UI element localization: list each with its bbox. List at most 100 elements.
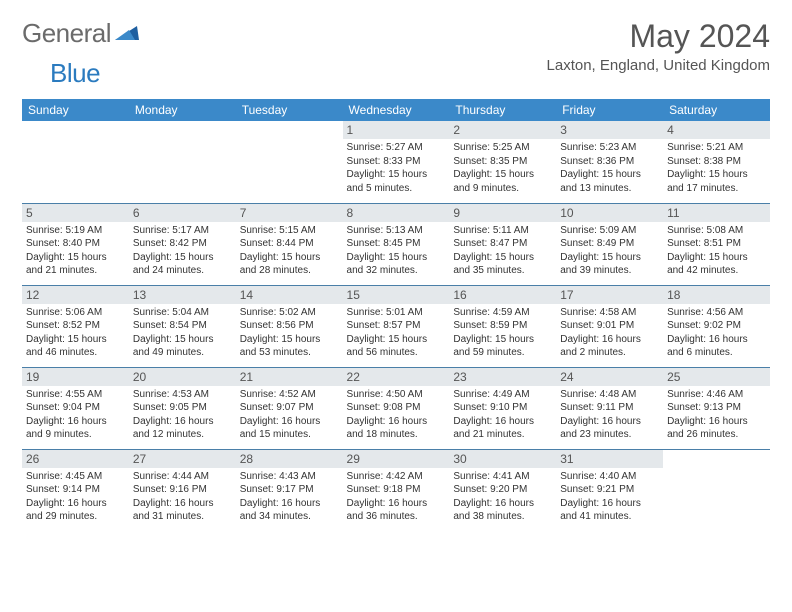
daylight-text: Daylight: 16 hours and 9 minutes. [26,415,125,442]
sunset-text: Sunset: 9:05 PM [133,401,232,415]
day-header: Wednesday [343,99,450,121]
day-number: 30 [449,450,556,468]
brand-logo: General [22,18,141,49]
day-header: Friday [556,99,663,121]
title-block: May 2024 Laxton, England, United Kingdom [547,18,770,74]
day-header: Saturday [663,99,770,121]
day-cell: 14Sunrise: 5:02 AMSunset: 8:56 PMDayligh… [236,285,343,367]
sunrise-text: Sunrise: 5:21 AM [667,141,766,155]
sunrise-text: Sunrise: 4:45 AM [26,470,125,484]
day-info: Sunrise: 4:45 AMSunset: 9:14 PMDaylight:… [26,470,125,524]
daylight-text: Daylight: 15 hours and 28 minutes. [240,251,339,278]
daylight-text: Daylight: 15 hours and 32 minutes. [347,251,446,278]
sunrise-text: Sunrise: 4:42 AM [347,470,446,484]
day-cell [22,121,129,203]
day-number: 4 [663,121,770,139]
sunrise-text: Sunrise: 4:53 AM [133,388,232,402]
sunrise-text: Sunrise: 5:23 AM [560,141,659,155]
sunrise-text: Sunrise: 4:41 AM [453,470,552,484]
sunrise-text: Sunrise: 4:48 AM [560,388,659,402]
day-number: 9 [449,204,556,222]
sunrise-text: Sunrise: 5:02 AM [240,306,339,320]
day-cell: 8Sunrise: 5:13 AMSunset: 8:45 PMDaylight… [343,203,450,285]
day-cell: 12 Sunrise: 5:06 AMSunset: 8:52 PMDayligh… [22,285,129,367]
day-info: Sunrise: 5:06 AMSunset: 8:52 PMDaylight:… [26,306,125,360]
day-info: Sunrise: 5:21 AMSunset: 8:38 PMDaylight:… [667,141,766,195]
sunset-text: Sunset: 8:42 PM [133,237,232,251]
week-row: 19 Sunrise: 4:55 AMSunset: 9:04 PMDayligh… [22,367,770,449]
day-info: Sunrise: 4:43 AMSunset: 9:17 PMDaylight:… [240,470,339,524]
sunset-text: Sunset: 8:52 PM [26,319,125,333]
sunrise-text: Sunrise: 4:43 AM [240,470,339,484]
sunset-text: Sunset: 9:11 PM [560,401,659,415]
week-row: 1Sunrise: 5:27 AMSunset: 8:33 PMDaylight… [22,121,770,203]
day-info: Sunrise: 4:58 AMSunset: 9:01 PMDaylight:… [560,306,659,360]
sunset-text: Sunset: 8:45 PM [347,237,446,251]
day-number: 28 [236,450,343,468]
day-cell: 27Sunrise: 4:44 AMSunset: 9:16 PMDayligh… [129,449,236,531]
sunset-text: Sunset: 9:07 PM [240,401,339,415]
sunset-text: Sunset: 8:38 PM [667,155,766,169]
calendar-page: General May 2024 Laxton, England, United… [0,0,792,549]
daylight-text: Daylight: 15 hours and 24 minutes. [133,251,232,278]
day-cell: 23Sunrise: 4:49 AMSunset: 9:10 PMDayligh… [449,367,556,449]
sunset-text: Sunset: 9:08 PM [347,401,446,415]
daylight-text: Daylight: 15 hours and 5 minutes. [347,168,446,195]
day-cell: 26Sunrise: 4:45 AMSunset: 9:14 PMDayligh… [22,449,129,531]
day-number: 5 [22,204,129,222]
day-header-row: Sunday Monday Tuesday Wednesday Thursday… [22,99,770,121]
day-info: Sunrise: 4:55 AMSunset: 9:04 PMDaylight:… [26,388,125,442]
day-cell: 10Sunrise: 5:09 AMSunset: 8:49 PMDayligh… [556,203,663,285]
day-number: 25 [663,368,770,386]
day-number: 18 [663,286,770,304]
day-cell: 5Sunrise: 5:19 AMSunset: 8:40 PMDaylight… [22,203,129,285]
daylight-text: Daylight: 16 hours and 21 minutes. [453,415,552,442]
day-number: 22 [343,368,450,386]
day-info: Sunrise: 4:50 AMSunset: 9:08 PMDaylight:… [347,388,446,442]
calendar-body: 1Sunrise: 5:27 AMSunset: 8:33 PMDaylight… [22,121,770,531]
brand-text-1: General [22,18,111,49]
day-cell: 6Sunrise: 5:17 AMSunset: 8:42 PMDaylight… [129,203,236,285]
day-number: 12 [22,286,129,304]
sunrise-text: Sunrise: 5:15 AM [240,224,339,238]
day-info: Sunrise: 5:27 AMSunset: 8:33 PMDaylight:… [347,141,446,195]
day-info: Sunrise: 4:41 AMSunset: 9:20 PMDaylight:… [453,470,552,524]
daylight-text: Daylight: 15 hours and 59 minutes. [453,333,552,360]
sunrise-text: Sunrise: 5:25 AM [453,141,552,155]
sunrise-text: Sunrise: 4:46 AM [667,388,766,402]
day-cell [663,449,770,531]
sunset-text: Sunset: 9:18 PM [347,483,446,497]
day-number: 24 [556,368,663,386]
brand-text-2: Blue [50,58,100,89]
sunset-text: Sunset: 9:20 PM [453,483,552,497]
sunset-text: Sunset: 9:21 PM [560,483,659,497]
sunrise-text: Sunrise: 5:13 AM [347,224,446,238]
day-header: Sunday [22,99,129,121]
day-info: Sunrise: 4:48 AMSunset: 9:11 PMDaylight:… [560,388,659,442]
day-cell: 13 Sunrise: 5:04 AMSunset: 8:54 PMDayligh… [129,285,236,367]
daylight-text: Daylight: 15 hours and 46 minutes. [26,333,125,360]
sunrise-text: Sunrise: 5:09 AM [560,224,659,238]
day-info: Sunrise: 5:11 AMSunset: 8:47 PMDaylight:… [453,224,552,278]
sunset-text: Sunset: 8:56 PM [240,319,339,333]
sunset-text: Sunset: 9:02 PM [667,319,766,333]
sunrise-text: Sunrise: 5:06 AM [26,306,125,320]
daylight-text: Daylight: 16 hours and 31 minutes. [133,497,232,524]
day-info: Sunrise: 4:44 AMSunset: 9:16 PMDaylight:… [133,470,232,524]
day-info: Sunrise: 4:42 AMSunset: 9:18 PMDaylight:… [347,470,446,524]
day-number: 13 [129,286,236,304]
day-info: Sunrise: 5:04 AMSunset: 8:54 PMDaylight:… [133,306,232,360]
daylight-text: Daylight: 15 hours and 49 minutes. [133,333,232,360]
sunrise-text: Sunrise: 4:59 AM [453,306,552,320]
day-cell: 17Sunrise: 4:58 AMSunset: 9:01 PMDayligh… [556,285,663,367]
day-info: Sunrise: 5:17 AMSunset: 8:42 PMDaylight:… [133,224,232,278]
location-text: Laxton, England, United Kingdom [547,57,770,74]
day-cell: 11Sunrise: 5:08 AMSunset: 8:51 PMDayligh… [663,203,770,285]
sunrise-text: Sunrise: 5:04 AM [133,306,232,320]
day-number: 7 [236,204,343,222]
day-number: 19 [22,368,129,386]
daylight-text: Daylight: 16 hours and 15 minutes. [240,415,339,442]
daylight-text: Daylight: 15 hours and 21 minutes. [26,251,125,278]
sunrise-text: Sunrise: 4:40 AM [560,470,659,484]
daylight-text: Daylight: 16 hours and 38 minutes. [453,497,552,524]
